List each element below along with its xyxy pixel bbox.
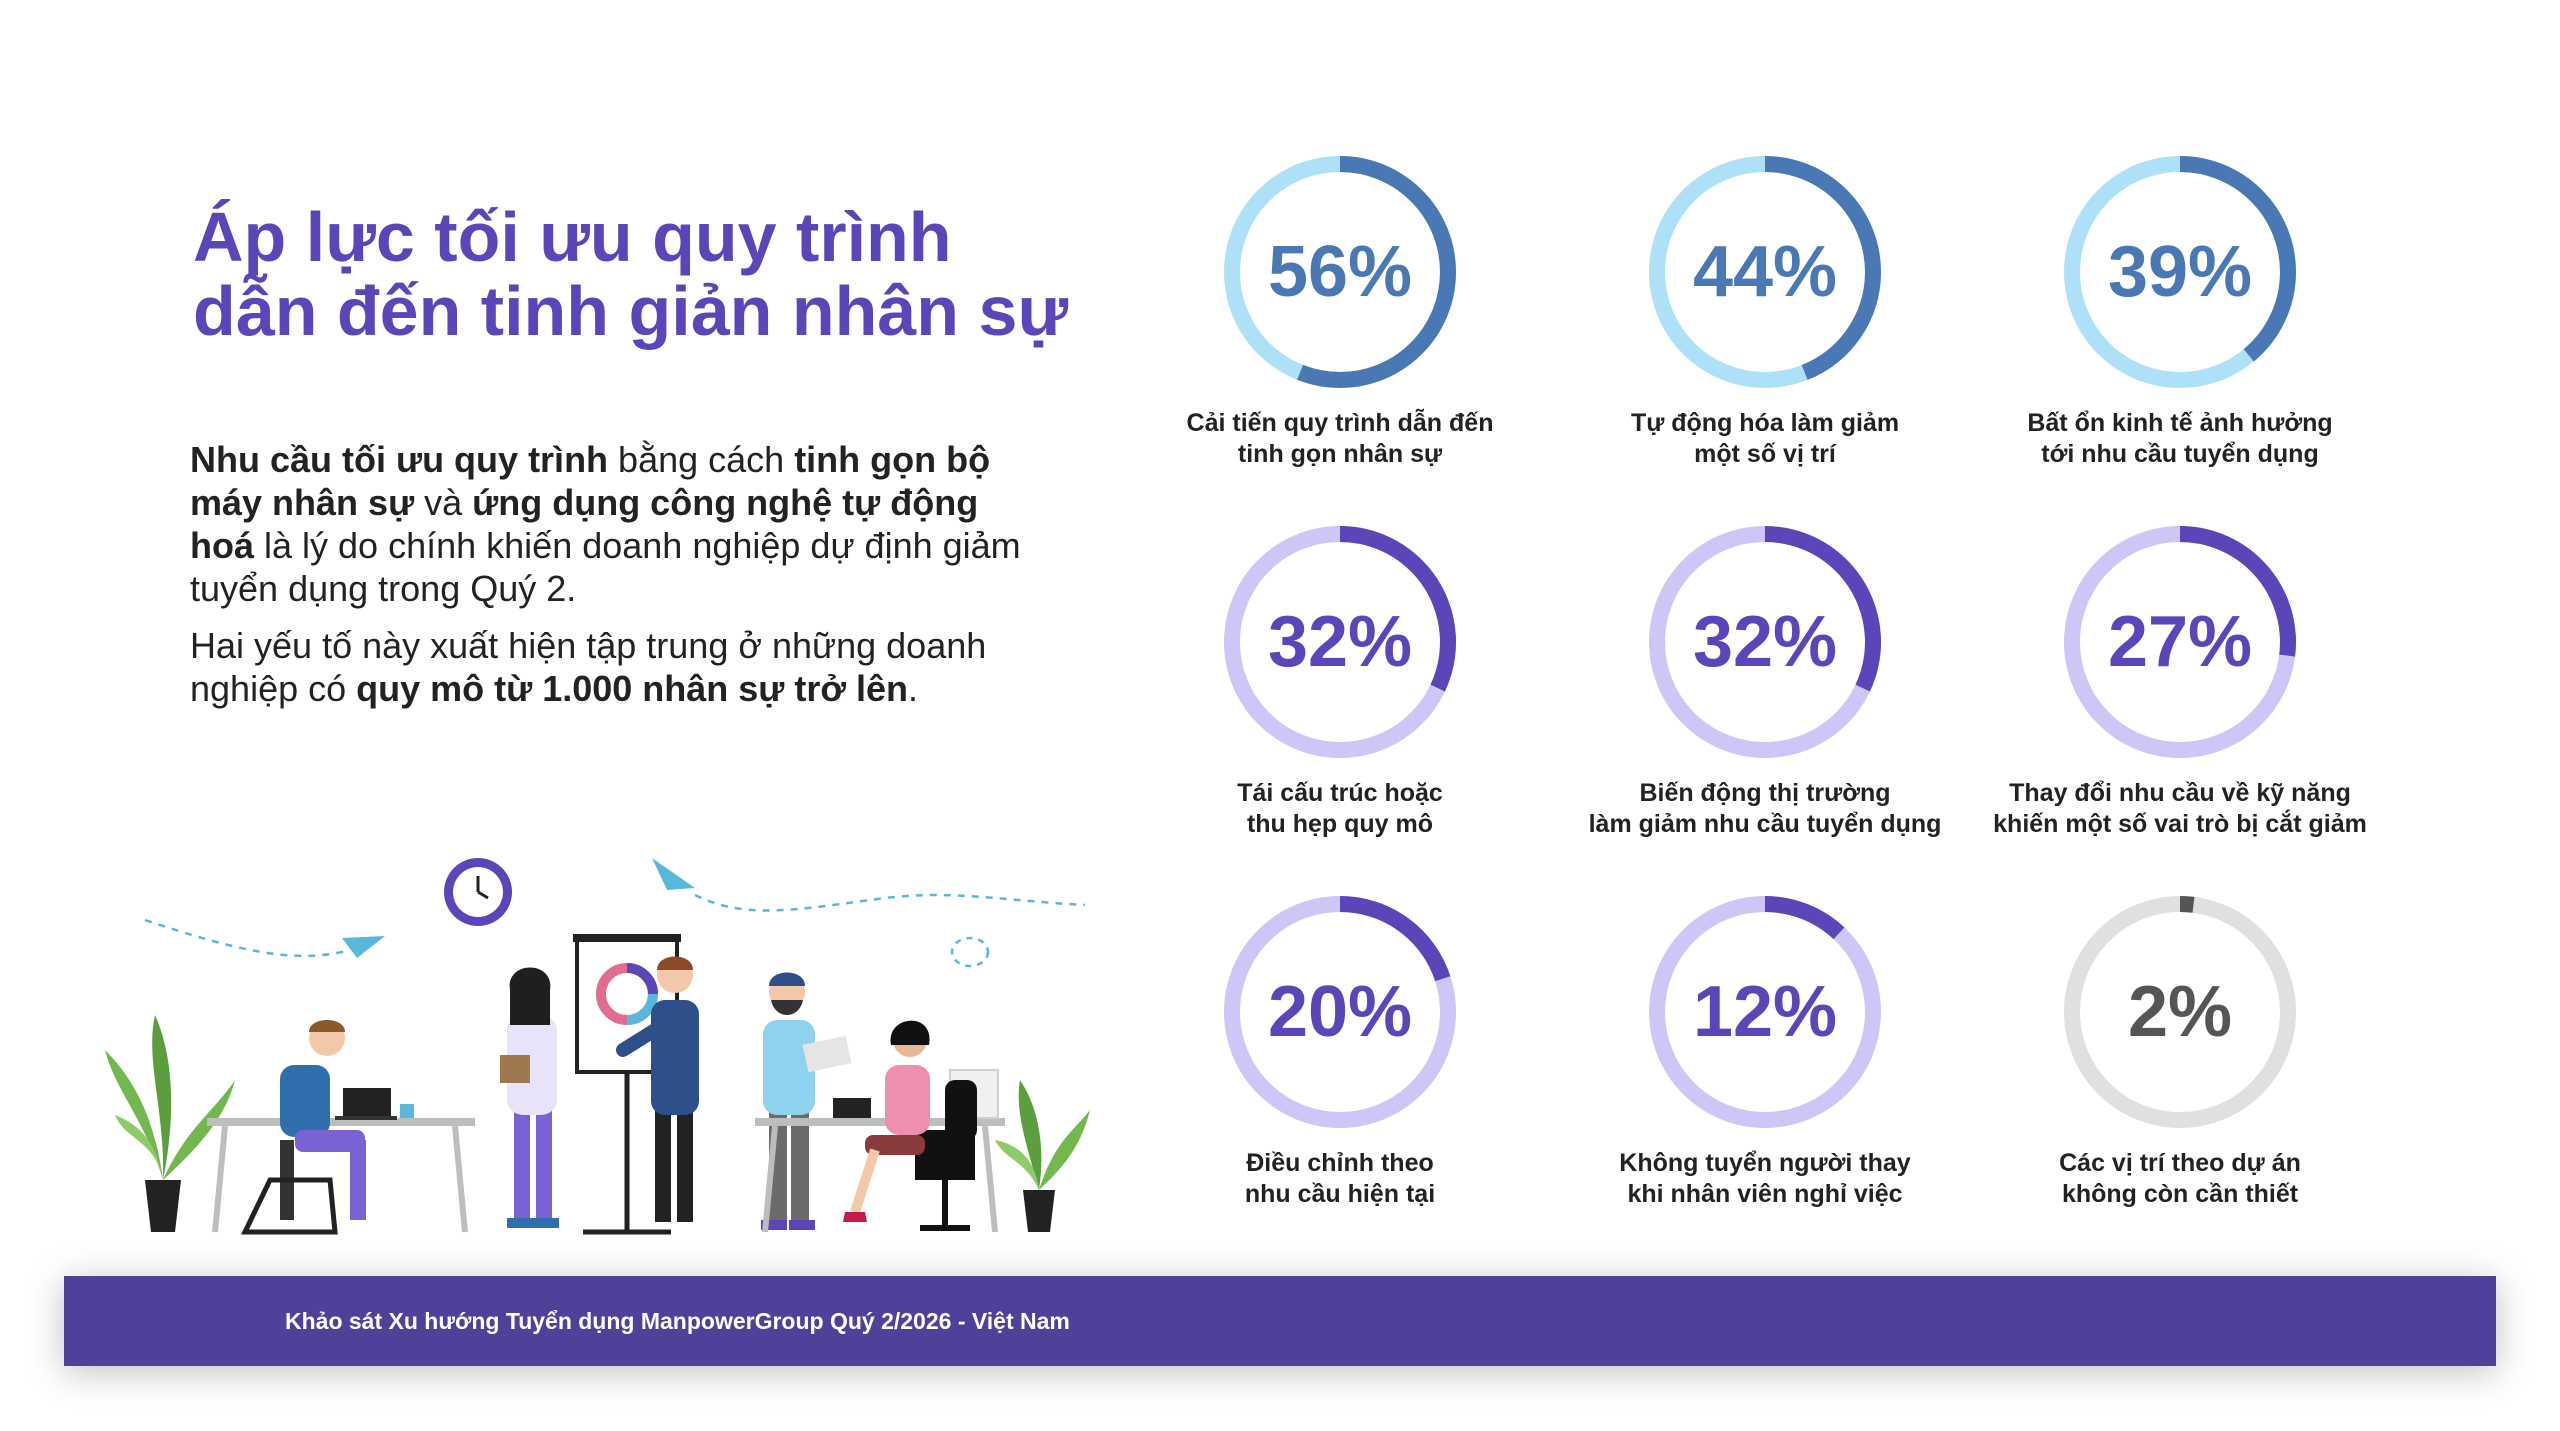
intro-paragraph-1: Nhu cầu tối ưu quy trình bằng cách tinh … — [190, 438, 1050, 610]
donut-category-label-line: Tái cấu trúc hoặc — [1237, 779, 1443, 807]
donut-category-label-line: Điều chỉnh theo — [1246, 1149, 1434, 1177]
donut-chart: 20% — [1224, 896, 1456, 1128]
reasons-donut-grid: 56% Cải tiến quy trình dẫn đến tinh gọn nh… — [1150, 130, 2450, 1230]
intro-paragraph-2-segment-1: quy mô từ 1.000 nhân sự trở lên — [356, 668, 908, 709]
donut-percent-label: 27% — [2108, 602, 2252, 682]
intro-paragraph-1-segment-2: tinh gọn bộ máy nhân sự — [190, 439, 991, 523]
office-team-illustration — [105, 858, 1090, 1235]
donut-category-label: Bất ổn kinh tế ảnh hưởng tới nhu cầu tuyể… — [1990, 408, 2370, 470]
donut-category-label: Điều chỉnh theo nhu cầu hiện tại — [1150, 1148, 1530, 1210]
donut-value-arc — [1649, 526, 1881, 758]
intro-paragraph-1-segment-5: là lý do chính khiến doanh nghiệp dự địn… — [190, 525, 1021, 609]
donut-value-arc — [2064, 526, 2296, 758]
donut-value-arc — [2064, 156, 2296, 388]
donut-chart: 12% — [1649, 896, 1881, 1128]
footer-bar: Khảo sát Xu hướng Tuyển dụng ManpowerGro… — [64, 1276, 2496, 1366]
clock-icon — [444, 858, 512, 926]
donut-card: 12% Không tuyển người thay khi nhân viên n… — [1575, 870, 1955, 1250]
donut-percent-label: 32% — [1693, 602, 1837, 682]
intro-paragraph-2: Hai yếu tố này xuất hiện tập trung ở nhữ… — [190, 624, 1050, 710]
donut-category-label-line: Bất ổn kinh tế ảnh hưởng — [2027, 409, 2333, 437]
donut-category-label: Biến động thị trường làm giảm nhu cầu tuy… — [1575, 778, 1955, 840]
donut-category-label-line: tới nhu cầu tuyển dụng — [2041, 440, 2319, 468]
donut-percent-label: 32% — [1268, 602, 1412, 682]
donut-category-label-line: không còn cần thiết — [2061, 1180, 2299, 1208]
donut-percent-label: 44% — [1693, 232, 1837, 312]
donut-value-arc — [1224, 896, 1456, 1128]
donut-category-label: Thay đổi nhu cầu về kỹ năng khiến một số … — [1990, 778, 2370, 840]
donut-category-label-line: khiến một số vai trò bị cắt giảm — [1993, 810, 2367, 838]
donut-category-label: Các vị trí theo dự án không còn cần thiết — [1990, 1148, 2370, 1210]
donut-value-arc — [1224, 156, 1456, 388]
donut-card: 32% Tái cấu trúc hoặc thu hẹp quy mô — [1150, 500, 1530, 880]
donut-category-label-line: Thay đổi nhu cầu về kỹ năng — [2009, 779, 2351, 807]
donut-card: 56% Cải tiến quy trình dẫn đến tinh gọn nh… — [1150, 130, 1530, 510]
donut-category-label-line: Cải tiến quy trình dẫn đến — [1186, 409, 1494, 437]
donut-category-label: Tự động hóa làm giảm một số vị trí — [1575, 408, 1955, 470]
donut-percent-label: 2% — [2128, 972, 2232, 1052]
donut-chart: 2% — [2064, 896, 2296, 1128]
donut-percent-label: 39% — [2108, 232, 2252, 312]
donut-chart: 27% — [2064, 526, 2296, 758]
donut-chart: 56% — [1224, 156, 1456, 388]
intro-paragraph-2-segment-0: Hai yếu tố này xuất hiện tập trung ở nhữ… — [190, 625, 987, 709]
donut-card: 20% Điều chỉnh theo nhu cầu hiện tại — [1150, 870, 1530, 1250]
donut-chart: 44% — [1649, 156, 1881, 388]
donut-category-label-line: thu hẹp quy mô — [1246, 810, 1434, 838]
intro-paragraph-1-segment-3: và — [414, 482, 473, 523]
donut-category-label-line: Không tuyển người thay — [1619, 1149, 1911, 1177]
donut-value-arc — [1649, 156, 1881, 388]
donut-percent-label: 20% — [1268, 972, 1412, 1052]
donut-category-label-line: Tự động hóa làm giảm — [1630, 409, 1900, 437]
donut-category-label-line: một số vị trí — [1694, 440, 1836, 468]
donut-category-label-line: làm giảm nhu cầu tuyển dụng — [1588, 810, 1942, 838]
intro-text: Nhu cầu tối ưu quy trình bằng cách tinh … — [190, 438, 1050, 724]
donut-card: 39% Bất ổn kinh tế ảnh hưởng tới nhu cầu t… — [1990, 130, 2370, 510]
title-line-1: Áp lực tối ưu quy trình — [193, 198, 952, 276]
donut-card: 2% Các vị trí theo dự án không còn cần thi… — [1990, 870, 2370, 1250]
donut-category-label: Tái cấu trúc hoặc thu hẹp quy mô — [1150, 778, 1530, 840]
footer-source: Khảo sát Xu hướng Tuyển dụng ManpowerGro… — [285, 1308, 1070, 1334]
donut-category-label-line: Các vị trí theo dự án — [2059, 1149, 2301, 1177]
donut-category-label: Cải tiến quy trình dẫn đến tinh gọn nhân … — [1150, 408, 1530, 470]
donut-percent-label: 12% — [1693, 972, 1837, 1052]
intro-paragraph-1-segment-0: Nhu cầu tối ưu quy trình — [190, 439, 609, 480]
donut-chart: 32% — [1224, 526, 1456, 758]
intro-paragraph-1-segment-1: bằng cách — [608, 439, 795, 480]
donut-card: 27% Thay đổi nhu cầu về kỹ năng khiến một … — [1990, 500, 2370, 880]
donut-percent-label: 56% — [1268, 232, 1412, 312]
donut-category-label-line: nhu cầu hiện tại — [1244, 1180, 1436, 1208]
donut-chart: 39% — [2064, 156, 2296, 388]
title-line-2: dẫn đến tinh giản nhân sự — [193, 272, 1069, 350]
donut-category-label-line: tinh gọn nhân sự — [1237, 440, 1443, 468]
donut-category-label: Không tuyển người thay khi nhân viên nghỉ… — [1575, 1148, 1955, 1210]
donut-category-label-line: Biến động thị trường — [1639, 779, 1891, 807]
intro-paragraph-1-segment-4: ứng dụng công nghệ tự động hoá — [190, 482, 979, 566]
donut-value-arc — [2064, 896, 2296, 1128]
donut-card: 44% Tự động hóa làm giảm một số vị trí — [1575, 130, 1955, 510]
donut-chart: 32% — [1649, 526, 1881, 758]
intro-paragraph-2-segment-2: . — [908, 668, 919, 709]
donut-value-arc — [1224, 526, 1456, 758]
donut-value-arc — [1649, 896, 1881, 1128]
page-title: Áp lực tối ưu quy trình dẫn đến tinh giả… — [193, 200, 1093, 348]
donut-category-label-line: khi nhân viên nghỉ việc — [1627, 1180, 1903, 1208]
donut-card: 32% Biến động thị trường làm giảm nhu cầu … — [1575, 500, 1955, 880]
